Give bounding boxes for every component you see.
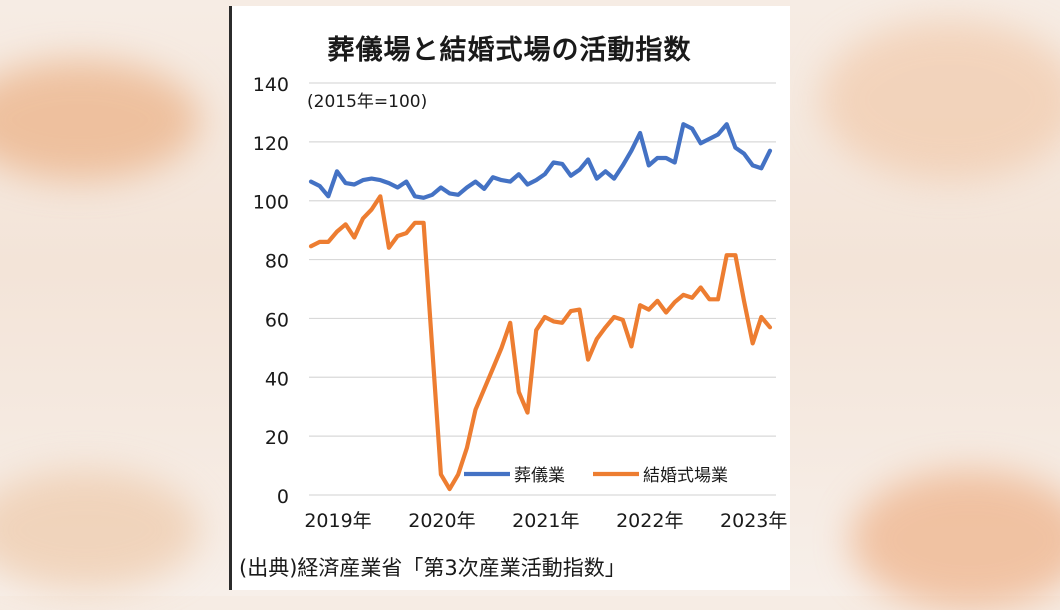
gridlines bbox=[309, 82, 776, 496]
legend-label: 葬儀業 bbox=[514, 466, 565, 486]
y-tick-label: 0 bbox=[277, 486, 289, 508]
y-tick-label: 20 bbox=[265, 427, 289, 449]
source-note: (出典)経済産業省「第3次産業活動指数」 bbox=[239, 556, 626, 580]
y-axis-ticks: 0 20 40 60 80 100 120 140 bbox=[253, 74, 289, 508]
background-blur bbox=[0, 470, 200, 590]
x-tick-label: 2021年 bbox=[512, 510, 579, 532]
chart-title: 葬儀場と結婚式場の活動指数 bbox=[327, 35, 692, 66]
chart-card: 葬儀場と結婚式場の活動指数 0 20 40 60 80 100 120 140 2019年 20… bbox=[229, 6, 790, 590]
series-line bbox=[308, 122, 773, 200]
y-tick-label: 60 bbox=[265, 309, 289, 331]
card-left-border bbox=[229, 6, 232, 590]
legend: 葬儀業 結婚式場業 bbox=[464, 466, 728, 486]
series-lines bbox=[308, 122, 773, 492]
x-tick-label: 2020年 bbox=[408, 510, 475, 532]
y-tick-label: 140 bbox=[253, 74, 289, 96]
y-tick-label: 100 bbox=[253, 192, 289, 214]
x-tick-label: 2023年 bbox=[720, 510, 787, 532]
y-tick-label: 120 bbox=[253, 133, 289, 155]
y-tick-label: 40 bbox=[265, 368, 289, 390]
x-tick-label: 2022年 bbox=[616, 510, 683, 532]
legend-label: 結婚式場業 bbox=[643, 466, 728, 486]
y-tick-label: 80 bbox=[265, 251, 289, 273]
background-blur bbox=[0, 60, 200, 180]
background-blur bbox=[820, 20, 1060, 180]
base-year-note: (2015年=100) bbox=[307, 92, 427, 112]
x-tick-label: 2019年 bbox=[304, 510, 371, 532]
x-axis-ticks: 2019年 2020年 2021年 2022年 2023年 bbox=[304, 510, 787, 532]
series-line bbox=[308, 194, 773, 492]
background-blur bbox=[850, 470, 1060, 610]
